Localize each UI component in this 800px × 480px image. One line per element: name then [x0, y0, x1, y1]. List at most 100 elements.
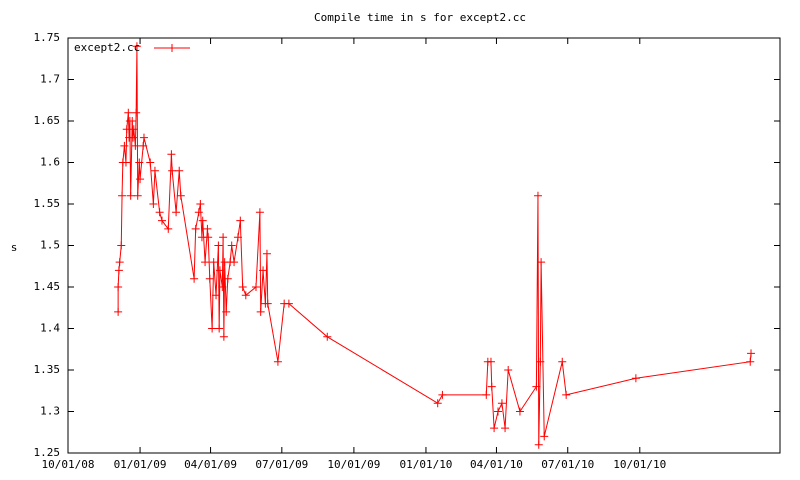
y-tick-label: 1.3: [40, 405, 60, 418]
data-point: [230, 258, 239, 267]
data-point: [497, 399, 506, 408]
data-point: [150, 166, 159, 175]
chart-title: Compile time in s for except2.cc: [314, 11, 526, 24]
data-point: [214, 241, 223, 250]
data-point: [121, 158, 130, 167]
x-tick-label: 04/01/09: [184, 458, 237, 471]
data-point: [196, 200, 205, 208]
data-point: [532, 382, 541, 391]
data-point: [124, 108, 133, 117]
data-point: [175, 166, 184, 175]
data-point: [438, 390, 447, 399]
data-point: [215, 324, 224, 333]
data-point: [115, 258, 124, 267]
x-tick-label: 07/01/09: [255, 458, 308, 471]
x-tick-label: 10/01/09: [327, 458, 380, 471]
data-point: [504, 366, 513, 374]
data-point: [558, 357, 567, 366]
data-point: [176, 191, 185, 200]
data-point: [164, 224, 173, 233]
y-tick-label: 1.5: [40, 239, 60, 252]
y-tick-label: 1.55: [34, 197, 61, 210]
data-point: [118, 191, 127, 200]
x-tick-label: 01/01/10: [399, 458, 452, 471]
data-point: [136, 175, 145, 184]
data-point: [219, 233, 228, 242]
data-point: [114, 266, 123, 275]
data-point: [515, 407, 524, 416]
data-point: [212, 291, 221, 300]
data-point: [263, 299, 272, 308]
data-point: [256, 307, 265, 316]
data-point: [433, 399, 442, 408]
data-point: [259, 266, 268, 275]
data-point: [117, 241, 126, 250]
data-point: [203, 224, 212, 233]
x-tick-label: 10/01/08: [42, 458, 95, 471]
data-point: [129, 125, 138, 134]
y-tick-label: 1.75: [34, 31, 61, 44]
data-point: [190, 274, 199, 283]
data-point: [167, 150, 176, 159]
data-point: [222, 307, 231, 316]
data-point: [501, 424, 510, 433]
y-axis-label: s: [11, 241, 18, 254]
data-point: [487, 382, 496, 391]
data-point: [540, 432, 549, 441]
data-point: [139, 133, 148, 142]
data-point: [128, 117, 137, 125]
data-point: [194, 208, 203, 217]
y-tick-label: 1.25: [34, 446, 61, 459]
y-tick-label: 1.4: [40, 322, 60, 335]
data-point: [746, 357, 755, 366]
data-point: [132, 108, 141, 117]
y-tick-label: 1.45: [34, 280, 61, 293]
data-point: [227, 241, 236, 250]
y-tick-label: 1.6: [40, 156, 60, 169]
data-point: [273, 357, 282, 366]
data-point: [208, 324, 217, 333]
legend-swatch: [154, 44, 190, 52]
data-point: [135, 158, 144, 167]
y-tick-label: 1.65: [34, 114, 61, 127]
x-tick-label: 07/01/10: [541, 458, 594, 471]
data-point: [236, 216, 245, 225]
data-point: [201, 258, 210, 267]
data-point: [133, 191, 142, 200]
data-point: [146, 158, 155, 167]
data-point: [494, 407, 503, 416]
y-tick-label: 1.35: [34, 363, 61, 376]
data-point: [218, 283, 227, 291]
data-point: [205, 274, 214, 283]
data-point: [198, 216, 207, 225]
data-point: [262, 249, 271, 258]
data-point: [533, 191, 542, 200]
data-point: [129, 133, 138, 142]
data-point: [223, 274, 232, 283]
data-point: [139, 141, 148, 150]
data-point: [486, 357, 495, 366]
data-point: [209, 258, 218, 267]
data-point: [168, 166, 177, 175]
data-point: [120, 141, 129, 150]
y-tick-label: 1.7: [40, 73, 60, 86]
data-point: [219, 332, 228, 341]
data-point: [536, 357, 545, 366]
data-point: [482, 390, 491, 399]
legend-label: except2.cc: [74, 41, 140, 54]
data-point: [323, 332, 332, 341]
data-point: [114, 307, 123, 316]
data-point: [534, 440, 543, 449]
data-point: [241, 291, 250, 300]
data-point: [215, 266, 224, 275]
x-tick-label: 01/01/09: [114, 458, 167, 471]
data-point: [157, 216, 166, 225]
data-point: [126, 191, 135, 200]
data-point: [191, 224, 200, 233]
data-point: [131, 141, 140, 150]
data-point: [562, 390, 571, 399]
data-point: [172, 208, 181, 217]
